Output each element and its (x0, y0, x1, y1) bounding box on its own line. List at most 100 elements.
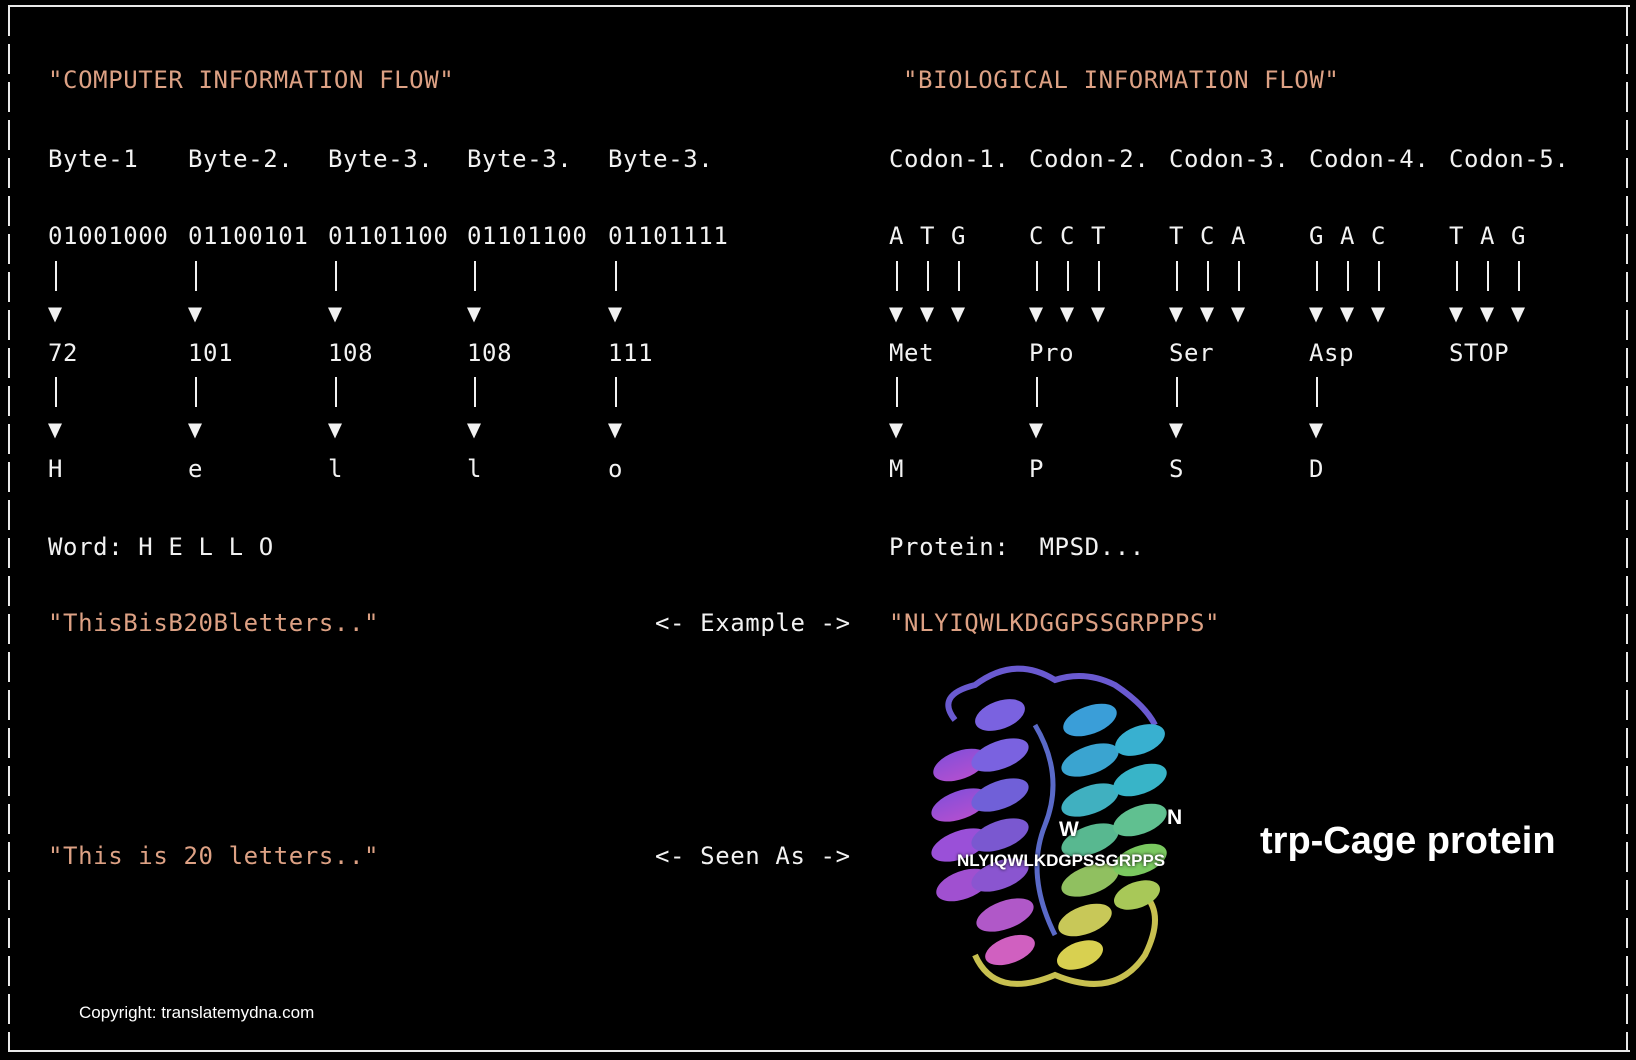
byte-decimal: 111 (608, 339, 654, 367)
down-arrow-icon (1371, 307, 1385, 323)
computer-seen-string: "This is 20 letters.." (48, 842, 380, 870)
trp-cage-protein-image (931, 665, 1167, 987)
connector-line (474, 261, 476, 291)
down-arrow-icon (1091, 307, 1105, 323)
byte-character: l (328, 455, 344, 483)
byte-decimal: 108 (467, 339, 513, 367)
byte-binary: 01001000 (48, 222, 169, 250)
connector-line (1238, 261, 1240, 291)
byte-character: e (188, 455, 204, 483)
byte-decimal: 72 (48, 339, 79, 367)
amino-letter: M (889, 455, 905, 483)
codon-base: C (1029, 222, 1045, 250)
byte-binary: 01101100 (328, 222, 449, 250)
connector-line (896, 377, 898, 407)
protein-sequence-overlay: NLYIQWLKDGPSSGRPPS (957, 851, 1166, 870)
connector-line (1098, 261, 1100, 291)
down-arrow-icon (48, 307, 62, 323)
byte-decimal: 108 (328, 339, 374, 367)
codon-base: G (1309, 222, 1325, 250)
protein-example-sequence: "NLYIQWLKDGGPSSGRPPPS" (889, 609, 1221, 637)
connector-line (55, 377, 57, 407)
codon-base: T (1091, 222, 1107, 250)
down-arrow-icon (1029, 307, 1043, 323)
connector-line (1316, 377, 1318, 407)
codon-base: A (1231, 222, 1247, 250)
amino-acid: Asp (1309, 339, 1355, 367)
residue-label-w: W (1059, 818, 1079, 841)
codon-base: G (951, 222, 967, 250)
amino-acid: STOP (1449, 339, 1510, 367)
down-arrow-icon (188, 307, 202, 323)
byte-label: Byte-1 (48, 145, 139, 173)
copyright-text: Copyright: translatemydna.com (79, 1003, 315, 1022)
down-arrow-icon (1029, 423, 1043, 439)
down-arrow-icon (48, 423, 62, 439)
down-arrow-icon (1309, 423, 1323, 439)
codon-label: Codon-3. (1169, 145, 1290, 173)
word-result: Word: H E L L O (48, 533, 274, 561)
helix-2 (971, 699, 1035, 966)
down-arrow-icon (608, 307, 622, 323)
example-label: <- Example -> (655, 609, 851, 637)
down-arrow-icon (1449, 307, 1463, 323)
connector-line (1207, 261, 1209, 291)
down-arrow-icon (1309, 307, 1323, 323)
amino-acid: Met (889, 339, 935, 367)
amino-letter: D (1309, 455, 1325, 483)
down-arrow-icon (1480, 307, 1494, 323)
codon-base: A (1480, 222, 1496, 250)
down-arrow-icon (1200, 307, 1214, 323)
connector-line (1176, 377, 1178, 407)
connector-line (1067, 261, 1069, 291)
connector-line (927, 261, 929, 291)
connector-line (1378, 261, 1380, 291)
byte-label: Byte-3. (467, 145, 573, 173)
codon-base: G (1511, 222, 1527, 250)
helix-3 (1057, 703, 1119, 970)
down-arrow-icon (1169, 307, 1183, 323)
amino-letter: P (1029, 455, 1045, 483)
byte-character: H (48, 455, 64, 483)
connector-line (896, 261, 898, 291)
codon-base: T (1169, 222, 1185, 250)
down-arrow-icon (467, 423, 481, 439)
frame-top-border (8, 5, 1630, 7)
amino-acid: Ser (1169, 339, 1215, 367)
connector-line (195, 377, 197, 407)
amino-letter: S (1169, 455, 1185, 483)
connector-line (1036, 377, 1038, 407)
connector-line (1036, 261, 1038, 291)
connector-line (1456, 261, 1458, 291)
codon-base: C (1371, 222, 1387, 250)
protein-result: Protein: MPSD... (889, 533, 1145, 561)
byte-character: o (608, 455, 624, 483)
codon-base: T (1449, 222, 1465, 250)
down-arrow-icon (1340, 307, 1354, 323)
down-arrow-icon (608, 423, 622, 439)
down-arrow-icon (889, 307, 903, 323)
codon-label: Codon-5. (1449, 145, 1570, 173)
frame-left-border (8, 6, 10, 1052)
down-arrow-icon (328, 423, 342, 439)
connector-line (1487, 261, 1489, 291)
down-arrow-icon (1511, 307, 1525, 323)
frame-right-border (1626, 6, 1628, 1052)
connector-line (55, 261, 57, 291)
computer-title: "COMPUTER INFORMATION FLOW" (48, 66, 455, 94)
byte-decimal: 101 (188, 339, 234, 367)
down-arrow-icon (1060, 307, 1074, 323)
computer-example-string: "ThisBisB20Bletters.." (48, 609, 380, 637)
codon-base: T (920, 222, 936, 250)
helix-4 (1113, 724, 1167, 910)
frame-bottom-border (8, 1050, 1630, 1052)
codon-label: Codon-1. (889, 145, 1010, 173)
connector-line (1176, 261, 1178, 291)
byte-binary: 01101100 (467, 222, 588, 250)
connector-line (474, 377, 476, 407)
codon-base: C (1200, 222, 1216, 250)
byte-binary: 01100101 (188, 222, 309, 250)
byte-label: Byte-3. (328, 145, 434, 173)
codon-base: A (889, 222, 905, 250)
